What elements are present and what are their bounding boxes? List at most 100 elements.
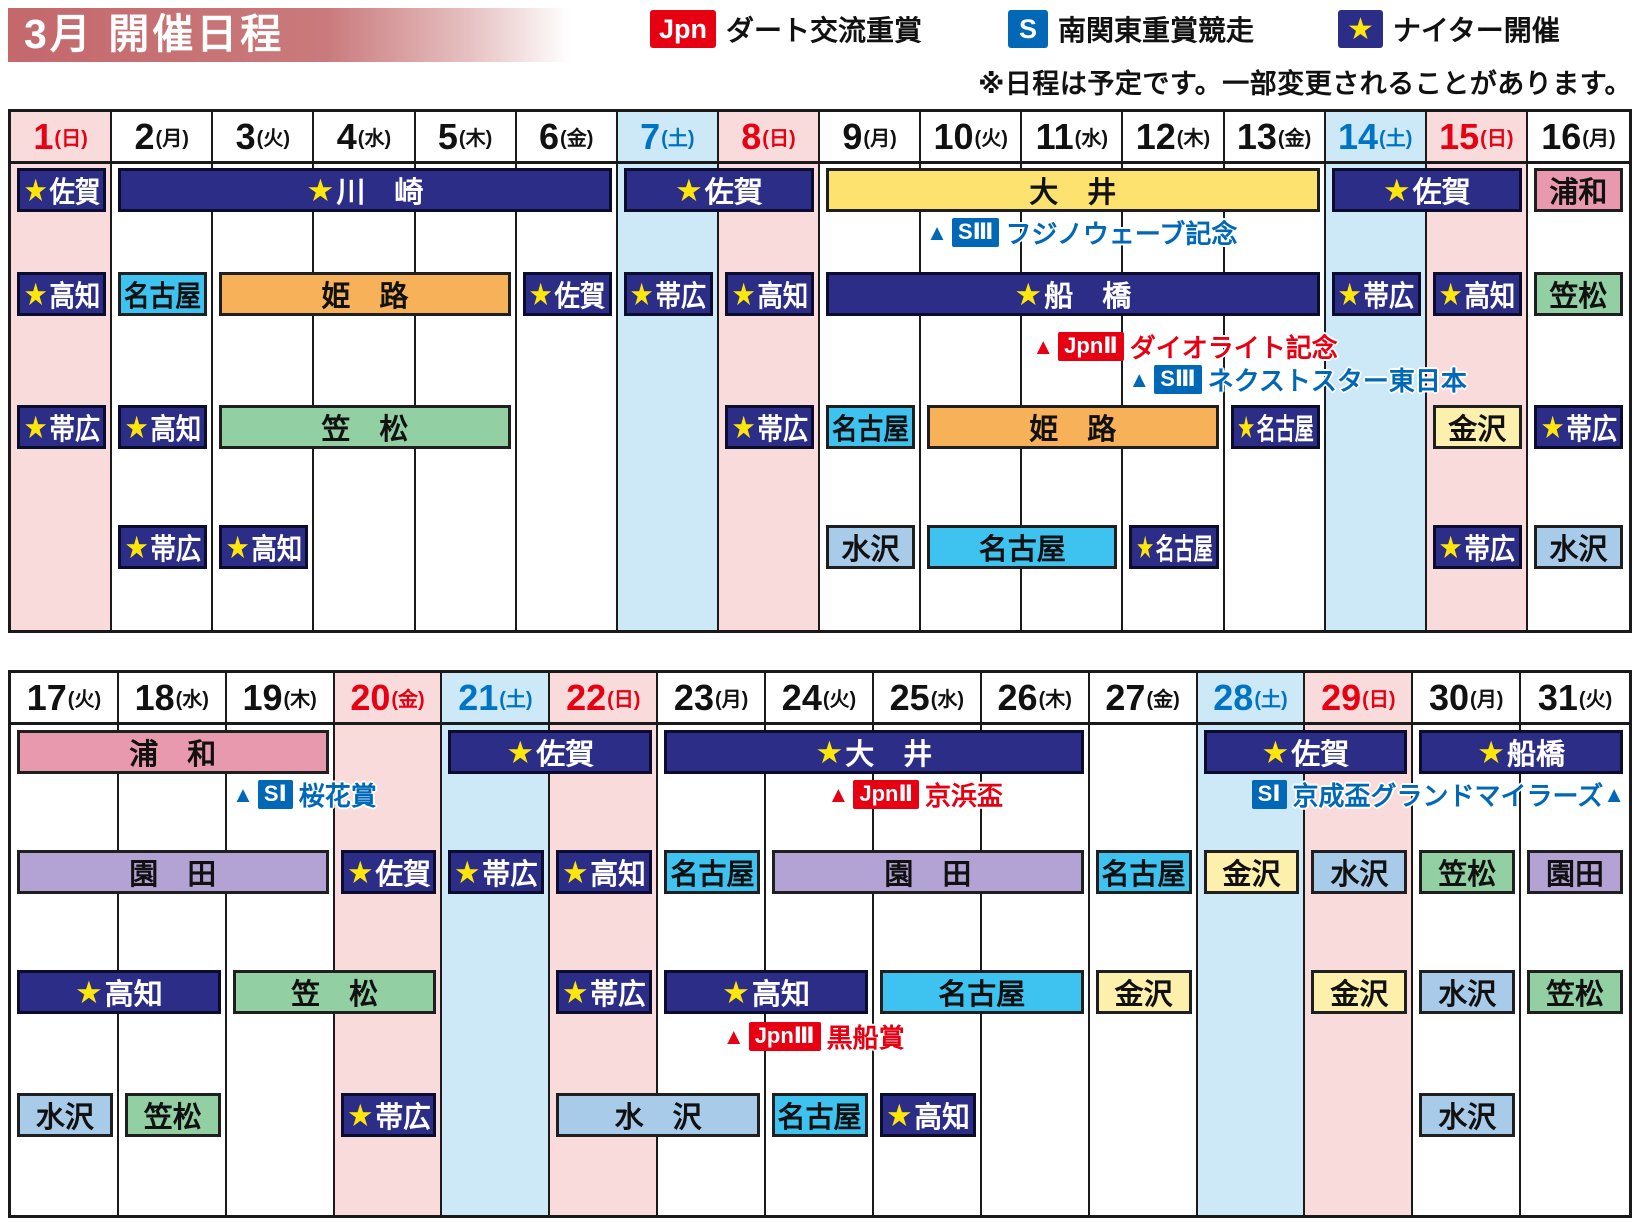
event-bar: 浦和 xyxy=(1533,168,1623,212)
race-name: フジノウェーブ記念 xyxy=(1005,219,1238,249)
event-bar: ★ 名古屋 xyxy=(1129,525,1219,569)
day-cell: 23 (月) xyxy=(658,673,765,725)
event-bar: 水沢 xyxy=(826,525,916,569)
day-cell: 31 (火) xyxy=(1521,673,1629,725)
venue-name: 佐賀 xyxy=(1412,177,1471,209)
legend-label: ナイター開催 xyxy=(1392,15,1560,46)
event-label: ★ 船橋 xyxy=(1477,733,1565,772)
event-bar: ★ 高知 xyxy=(556,850,653,894)
day-cell: 25 (水) xyxy=(873,673,980,725)
event-bar: 園 田 xyxy=(772,850,1084,894)
venue-name: 佐賀 xyxy=(1291,739,1350,771)
race-name: 桜花賞 xyxy=(298,781,377,811)
day-column: 12 (木) xyxy=(1123,112,1225,630)
event-bar: 金沢 xyxy=(1203,850,1300,894)
night-star-icon: ★ xyxy=(1438,276,1464,312)
venue-name: 帯広 xyxy=(757,414,808,446)
venue-name: 園田 xyxy=(1546,859,1605,891)
race-annotation: SⅠ 京成盃グランドマイラーズ ▲ xyxy=(1248,778,1625,811)
event-label: 姫 路 xyxy=(1029,408,1116,446)
event-bar: 水沢 xyxy=(1533,525,1623,569)
day-number: 2 xyxy=(134,115,155,157)
night-star-icon: ★ xyxy=(225,529,250,565)
day-number: 8 xyxy=(741,115,762,157)
event-label: ★ 佐賀 xyxy=(506,733,595,772)
day-cell: 9 (月) xyxy=(820,112,920,164)
day-column: 9 (月) xyxy=(820,112,922,630)
day-number: 28 xyxy=(1213,676,1254,718)
event-bar: 笠 松 xyxy=(219,405,511,449)
venue-name: 金沢 xyxy=(1448,414,1507,446)
legend-item-jpn: Jpn ダート交流重賞 xyxy=(650,8,922,50)
event-label: ★ 佐賀 xyxy=(674,171,763,210)
event-label: 浦和 xyxy=(1549,171,1607,209)
day-weekday: (月) xyxy=(1470,689,1504,711)
event-label: ★ 高知 xyxy=(23,275,100,314)
venue-name: 笠 松 xyxy=(291,979,379,1011)
day-number: 1 xyxy=(33,115,54,157)
day-column: 27 (金) xyxy=(1089,673,1198,1215)
event-bar: 金沢 xyxy=(1432,405,1522,449)
night-star-icon: ★ xyxy=(23,172,48,208)
event-label: ★ 佐賀 xyxy=(1383,171,1471,210)
day-weekday: (金) xyxy=(391,689,425,711)
night-star-icon: ★ xyxy=(1477,734,1506,770)
event-bar: ★ 帯広 xyxy=(17,405,107,449)
event-label: 金沢 xyxy=(1222,853,1281,891)
event-label: 名古屋 xyxy=(670,853,755,891)
event-label: ★ 高知 xyxy=(124,408,202,447)
event-bar: 園田 xyxy=(1527,850,1623,894)
night-star-icon: ★ xyxy=(674,172,703,208)
night-star-icon: ★ xyxy=(1438,529,1464,565)
day-number: 15 xyxy=(1439,115,1480,157)
day-column: 10 (火) xyxy=(921,112,1023,630)
page-title: 3月 開催日程 xyxy=(8,8,588,62)
day-column: 16 (月) xyxy=(1527,112,1629,630)
day-number: 10 xyxy=(933,115,974,157)
day-weekday: (日) xyxy=(54,128,88,150)
triangle-icon: ▲ xyxy=(926,219,948,245)
day-cell: 10 (火) xyxy=(921,112,1021,164)
event-label: 名古屋 xyxy=(832,408,909,446)
race-annotation: ▲ JpnⅡ 京浜盃 xyxy=(828,778,1003,811)
day-number: 13 xyxy=(1236,115,1277,157)
event-label: ★ 高知 xyxy=(731,275,808,314)
venue-name: 浦 和 xyxy=(129,739,217,771)
event-label: ★ 帯広 xyxy=(562,973,646,1012)
day-number: 27 xyxy=(1105,676,1146,718)
day-number: 11 xyxy=(1035,115,1074,157)
venue-name: 高知 xyxy=(914,1102,970,1134)
event-bar: ★ 船橋 xyxy=(1419,730,1623,774)
day-number: 26 xyxy=(997,676,1038,718)
event-label: ★ 帯広 xyxy=(454,853,538,892)
venue-name: 名古屋 xyxy=(670,859,755,891)
event-bar: 水沢 xyxy=(17,1093,113,1137)
night-star-icon: ★ xyxy=(815,734,844,770)
night-star-icon: ★ xyxy=(1338,10,1383,48)
venue-name: 名古屋 xyxy=(124,281,202,313)
night-star-icon: ★ xyxy=(1135,529,1154,565)
event-label: 水沢 xyxy=(36,1096,94,1134)
venue-name: 佐賀 xyxy=(536,739,595,771)
event-label: ★ 帯広 xyxy=(630,275,707,314)
venue-name: 金沢 xyxy=(1222,859,1281,891)
night-star-icon: ★ xyxy=(124,529,149,565)
venue-name: 帯広 xyxy=(1566,414,1617,446)
event-label: ★ 名古屋 xyxy=(1237,408,1314,447)
event-bar: 笠松 xyxy=(1533,272,1623,316)
event-label: ★ 船 橋 xyxy=(1014,275,1131,314)
venue-name: 高知 xyxy=(150,414,202,446)
venue-name: 水沢 xyxy=(1549,534,1608,566)
race-name: ダイオライト記念 xyxy=(1129,333,1338,363)
event-label: ★ 佐賀 xyxy=(1261,733,1350,772)
event-bar: 姫 路 xyxy=(927,405,1219,449)
day-number: 29 xyxy=(1321,676,1362,718)
event-label: 園田 xyxy=(1546,853,1605,891)
day-column: 5 (木) xyxy=(415,112,517,630)
day-number: 14 xyxy=(1338,115,1379,157)
night-star-icon: ★ xyxy=(74,974,103,1010)
event-label: 水沢 xyxy=(842,528,900,566)
race-annotation: ▲ SⅢ フジノウェーブ記念 xyxy=(926,216,1237,249)
event-label: ★ 帯広 xyxy=(23,408,100,447)
day-number: 3 xyxy=(235,115,256,157)
